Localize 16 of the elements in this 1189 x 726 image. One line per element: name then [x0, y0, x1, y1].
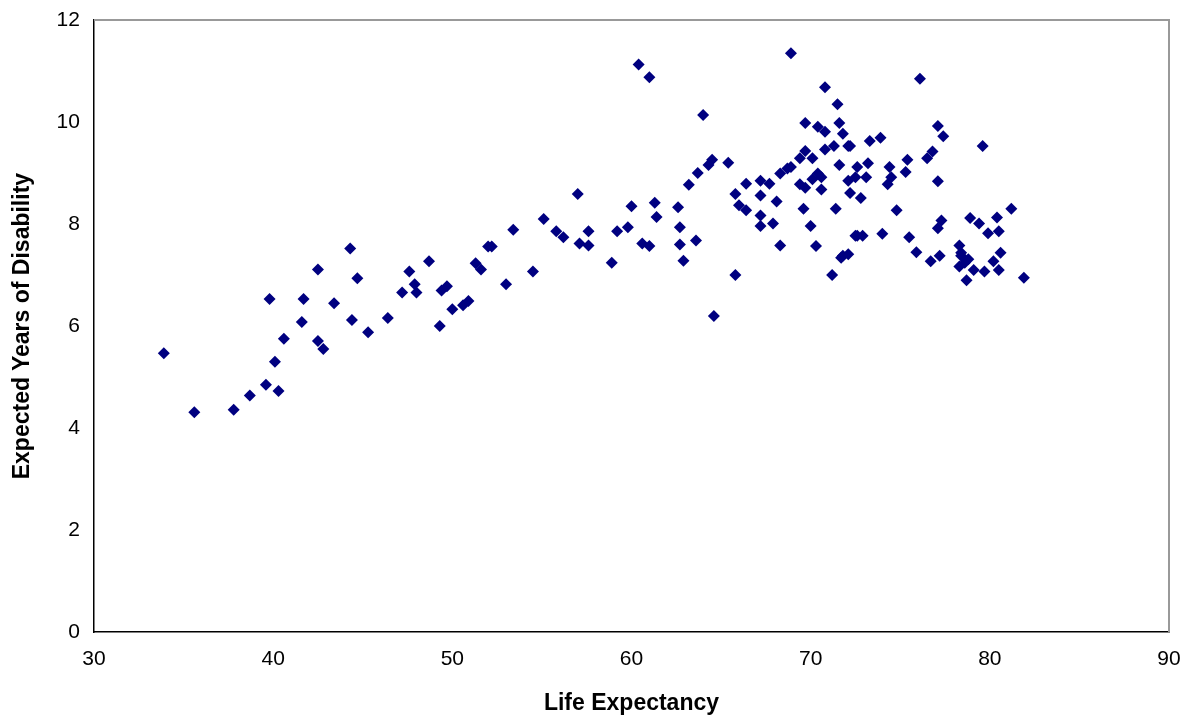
y-tick-label: 8: [68, 210, 80, 234]
x-axis-title: Life Expectancy: [543, 688, 720, 715]
y-tick-label: 0: [68, 619, 80, 642]
x-tick-label: 30: [82, 645, 106, 669]
x-tick-label: 70: [798, 645, 823, 669]
x-tick-label: 80: [978, 645, 1002, 669]
y-axis-title: Expected Years of Disability: [8, 172, 35, 480]
y-tick-label: 6: [68, 312, 80, 336]
y-tick-label: 10: [56, 108, 80, 132]
y-tick-label: 12: [56, 6, 80, 30]
y-tick-label: 2: [68, 516, 80, 540]
x-tick-label: 90: [1157, 645, 1181, 669]
x-tick-label: 60: [619, 645, 644, 669]
x-tick-label: 40: [261, 645, 285, 669]
x-tick-label: 50: [440, 645, 464, 669]
y-tick-label: 4: [68, 414, 81, 438]
